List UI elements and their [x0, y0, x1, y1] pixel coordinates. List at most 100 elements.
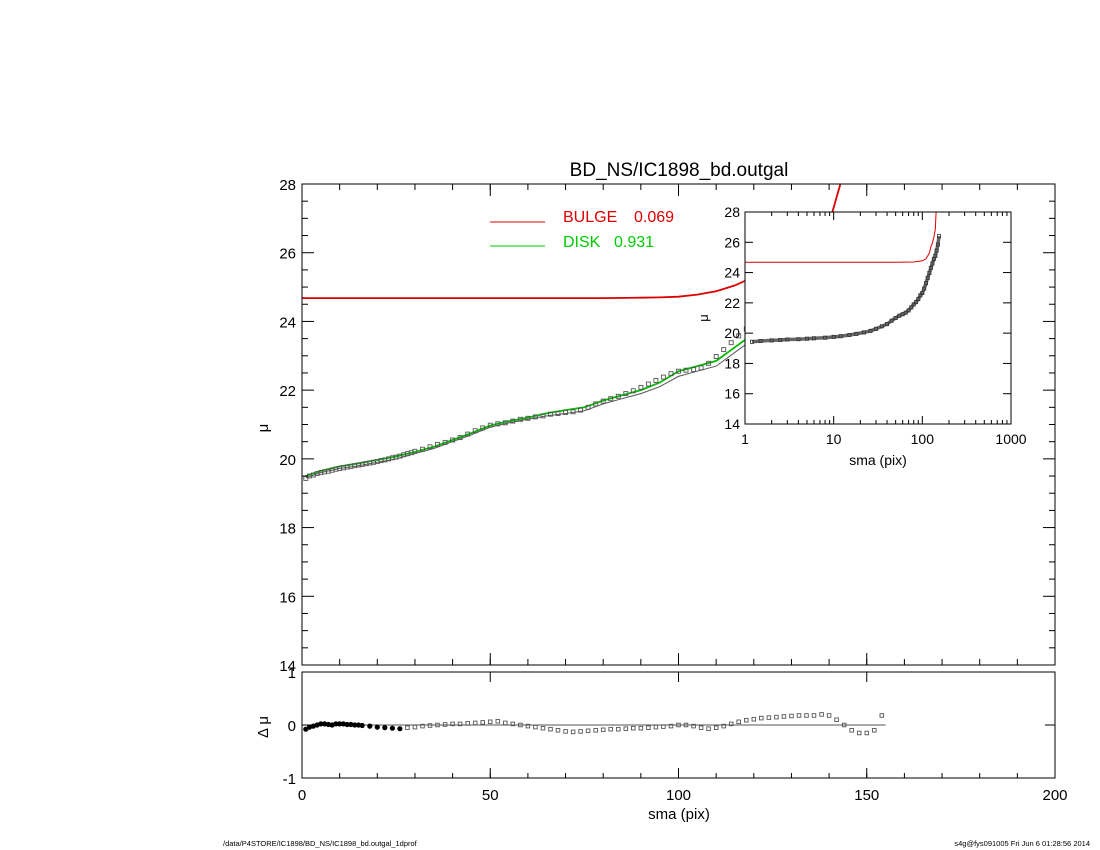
- residual-data-point: [766, 715, 772, 720]
- inset-x-tick-label: 10: [826, 431, 842, 447]
- inset-x-axis-label: sma (pix): [849, 452, 907, 468]
- main-data-data-point: [442, 439, 448, 445]
- main-data-data-point: [736, 333, 742, 339]
- residual-data-point: [450, 721, 455, 727]
- residual-data-point: [774, 714, 779, 720]
- inset-panel: 14 16 18 20 22 24 26 28 1 10 100 1000 μ sma (pix): [696, 204, 1027, 468]
- main-data-data-point: [457, 435, 463, 441]
- residual-data-point: [374, 724, 380, 730]
- main-data-data-point: [525, 415, 531, 421]
- residual-data-point: [578, 729, 583, 734]
- inset-data-point: [916, 297, 921, 302]
- residual-data-point: [348, 721, 354, 728]
- residual-data-point: [397, 726, 403, 732]
- inset-data-point: [934, 248, 939, 253]
- residual-x-tick-label: 50: [482, 787, 499, 804]
- inset-data-point: [903, 310, 908, 315]
- residual-data-point: [405, 725, 410, 730]
- inset-y-tick-label: 20: [724, 325, 740, 341]
- inset-data-point: [885, 322, 890, 327]
- inset-data-point: [862, 330, 867, 335]
- inset-x-tick-label: 1: [741, 431, 749, 447]
- residual-data-point: [728, 721, 734, 727]
- residual-data-point: [744, 717, 749, 723]
- inset-y-tick-label: 14: [724, 416, 740, 432]
- main-data-data-point: [593, 401, 599, 407]
- inset-data-point: [831, 334, 836, 339]
- inset-data-point: [925, 275, 930, 280]
- residual-data-point: [600, 727, 606, 733]
- residual-data-point: [457, 721, 463, 727]
- residual-data-point: [811, 713, 817, 718]
- inset-data-point: [935, 242, 940, 247]
- inset-axes: 14 16 18 20 22 24 26 28 1 10 100 1000: [724, 204, 1026, 447]
- main-data-data-point: [600, 398, 606, 404]
- main-data-data-point: [427, 444, 433, 450]
- inset-data-point: [796, 337, 801, 342]
- residual-data-point: [623, 726, 629, 731]
- inset-frame: [744, 211, 1012, 425]
- inset-y-tick-label: 24: [724, 265, 740, 281]
- residual-data-point: [442, 722, 448, 727]
- residual-data-point: [435, 722, 440, 728]
- inset-data-point: [937, 234, 942, 239]
- chart-title: BD_NS/IC1898_bd.outgal: [570, 160, 789, 181]
- inset-data-point: [933, 253, 938, 258]
- residual-data-point: [593, 728, 598, 733]
- residual-data-point: [540, 725, 546, 731]
- main-y-tick-label: 20: [279, 452, 296, 469]
- residual-data-point: [352, 722, 358, 728]
- residual-data-point: [510, 721, 516, 727]
- residual-data-point: [337, 721, 343, 727]
- residual-data-point: [759, 715, 764, 721]
- inset-data-point: [920, 290, 925, 295]
- main-y-tick-label: 18: [279, 521, 296, 538]
- inset-data-point: [812, 336, 817, 341]
- main-data-data-point: [578, 407, 584, 413]
- main-data-data-point: [645, 381, 651, 387]
- residual-data-point: [683, 722, 689, 728]
- main-y-tick-label: 14: [279, 658, 296, 675]
- main-data-data-point: [676, 368, 681, 374]
- main-data-data-point: [721, 347, 727, 353]
- residual-data-point: [472, 720, 478, 726]
- inset-y-tick-label: 22: [724, 295, 740, 311]
- legend-bulge-label: BULGE: [563, 209, 617, 226]
- residual-data-point: [713, 725, 719, 730]
- main-data-data-point: [608, 396, 614, 402]
- residual-data-point: [570, 729, 576, 735]
- inset-data-point: [928, 265, 933, 270]
- residual-data-point: [563, 729, 568, 734]
- main-y-axis-label: μ: [255, 424, 272, 433]
- residual-data-point: [751, 716, 757, 722]
- residual-data-point: [318, 721, 324, 727]
- residual-data-point: [841, 722, 847, 728]
- residual-x-tick-label: 200: [1042, 787, 1067, 804]
- residual-data-point: [389, 725, 395, 731]
- residual-data-point: [367, 723, 373, 729]
- residual-data-point: [585, 728, 591, 734]
- residual-data-point: [487, 719, 493, 725]
- residual-data-point: [420, 723, 425, 729]
- residual-data-point: [721, 723, 726, 729]
- inset-x-tick-label: 1000: [995, 431, 1026, 447]
- inset-background: [745, 212, 1011, 424]
- residual-data-point: [796, 713, 802, 718]
- residual-data-point: [691, 723, 696, 729]
- residual-data-point: [826, 713, 832, 718]
- residual-data-point: [804, 713, 809, 718]
- inset-data-point: [893, 315, 898, 320]
- main-data-data-point: [480, 425, 486, 431]
- residual-data-point: [480, 720, 485, 725]
- inset-data-point: [750, 339, 755, 344]
- inset-data-point: [927, 270, 932, 275]
- residual-data-point: [856, 730, 862, 736]
- residual-y-axis-label: Δ μ: [255, 716, 272, 738]
- residual-data-point: [668, 723, 674, 729]
- residual-data-point: [879, 713, 885, 718]
- residual-data-point: [359, 722, 365, 729]
- inset-data-point: [909, 305, 914, 310]
- inset-data-point: [769, 338, 774, 343]
- main-data-data-point: [487, 422, 493, 428]
